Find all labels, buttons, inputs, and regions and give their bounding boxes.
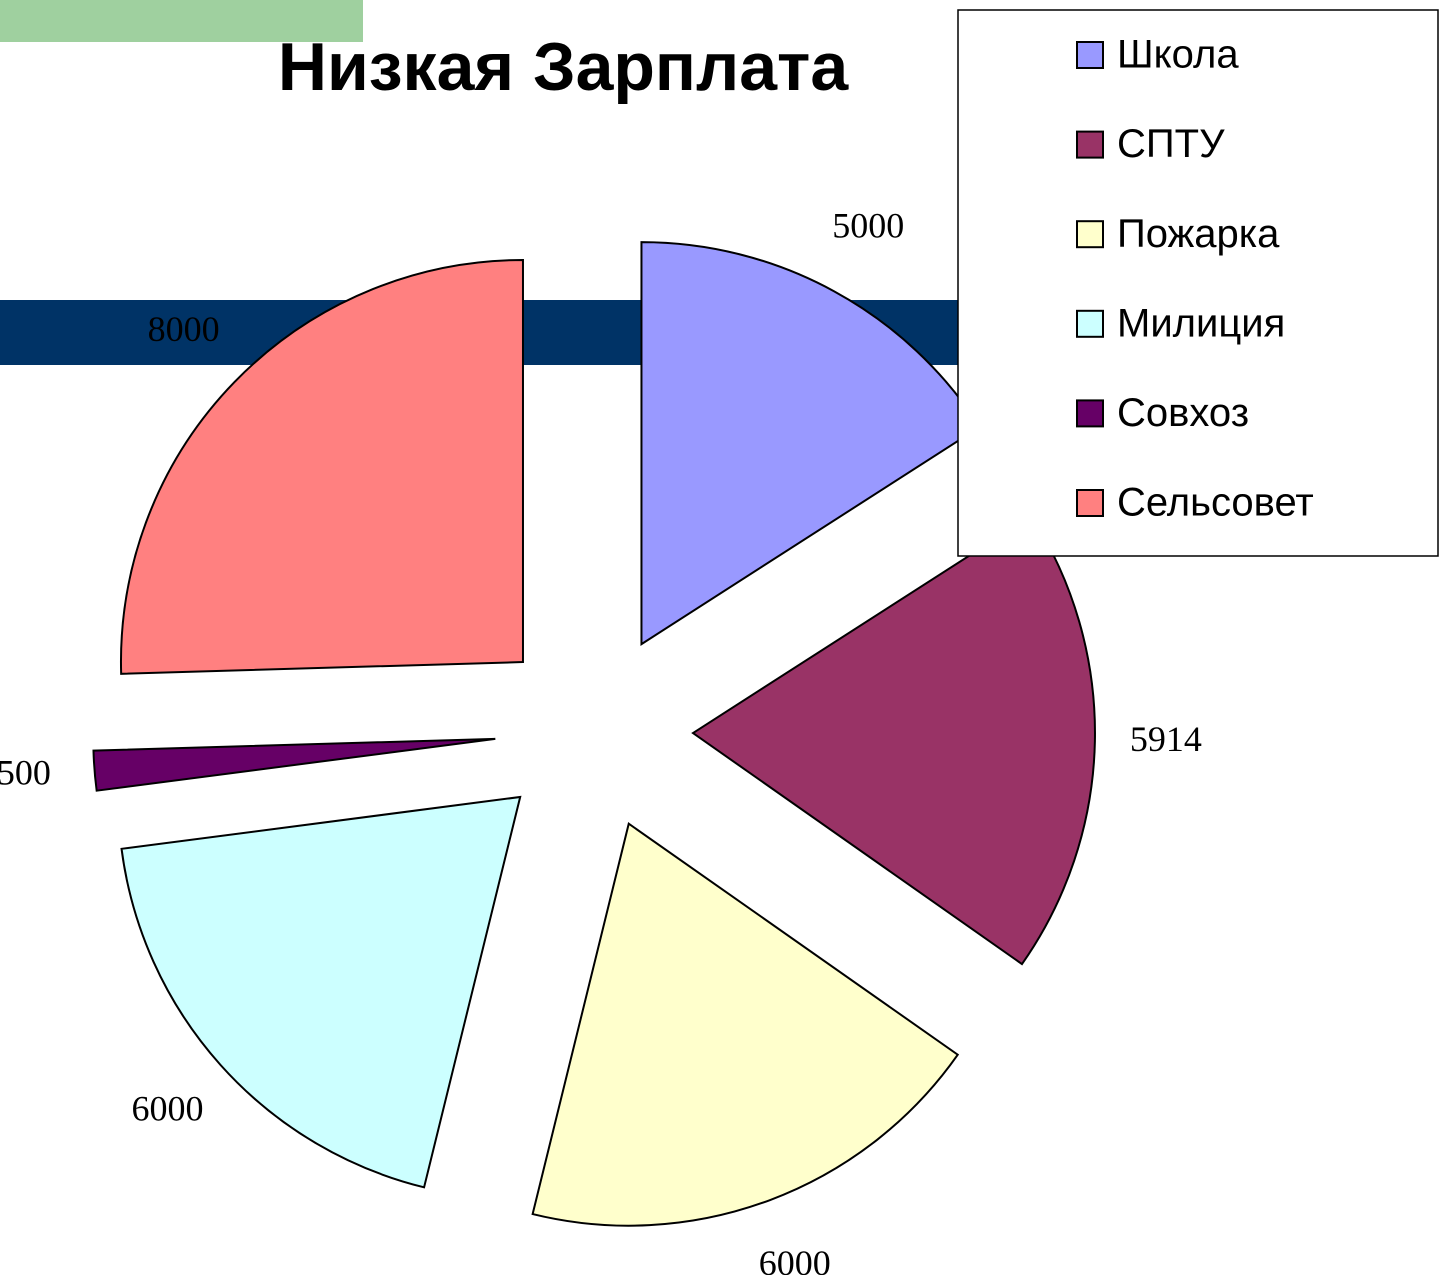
data-label: 6000 [132, 1088, 204, 1128]
legend: Школа СПТУ Пожарка Милиция Совхоз Сельсовет [957, 9, 1439, 557]
legend-label: Милиция [1117, 301, 1285, 345]
decor-bar [0, 0, 363, 42]
data-label: 5000 [832, 205, 904, 245]
legend-label: Школа [1117, 33, 1239, 77]
legend-swatch [1076, 220, 1104, 249]
legend-label: Сельсовет [1117, 481, 1314, 525]
legend-box [957, 9, 1439, 557]
pie-slice [92, 737, 496, 792]
legend-label: Пожарка [1117, 212, 1280, 256]
pie-slice [691, 514, 1096, 966]
chart-title: Низкая Зарплата [278, 29, 849, 105]
legend-swatch [1076, 489, 1104, 517]
data-label: 6000 [759, 1243, 831, 1275]
pie [92, 241, 1096, 1227]
legend-swatch [1076, 41, 1104, 69]
legend-swatch [1076, 399, 1104, 428]
legend-label: СПТУ [1117, 122, 1225, 166]
legend-swatch [1076, 130, 1104, 159]
legend-label: Совхоз [1117, 391, 1249, 435]
pie-slice [531, 822, 960, 1227]
data-label: 5914 [1130, 719, 1202, 759]
pie-slice [120, 795, 522, 1189]
pie-slice [640, 241, 982, 646]
pie-slice [120, 259, 524, 675]
data-label: 500 [0, 753, 51, 793]
data-label: 8000 [148, 309, 220, 349]
legend-swatch [1076, 309, 1104, 338]
